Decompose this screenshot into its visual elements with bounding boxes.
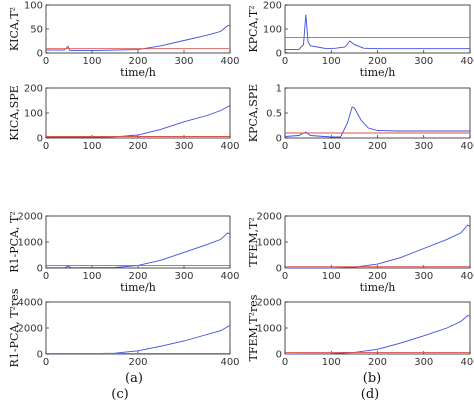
x-tick-label: 300 xyxy=(174,271,193,282)
y-tick-label: 0.5 xyxy=(266,109,282,120)
y-tick-label: 1000 xyxy=(257,324,282,335)
x-tick-label: 200 xyxy=(128,141,147,152)
panel-frame-4 xyxy=(45,215,231,269)
x-tick-label: 0 xyxy=(282,271,288,282)
y-tick-label: 0 xyxy=(276,264,282,275)
y-tick-label: 100 xyxy=(263,25,282,36)
x-tick-label: 100 xyxy=(322,56,341,67)
y-tick-label: 0 xyxy=(37,264,43,275)
y-axis-label: KPCA,SPE xyxy=(247,84,260,142)
panel-frame-7 xyxy=(284,301,471,355)
x-tick-label: 400 xyxy=(460,141,474,152)
y-tick-label: 0 xyxy=(37,350,43,361)
caption-d: (d) xyxy=(361,387,379,402)
x-tick-label: 0 xyxy=(282,141,288,152)
x-tick-label: 0 xyxy=(43,357,49,368)
x-axis-label: time/h xyxy=(360,66,396,79)
y-tick-label: 4000 xyxy=(18,298,43,309)
x-tick-label: 0 xyxy=(43,271,49,282)
y-tick-label: 0 xyxy=(276,49,282,60)
y-tick-label: 100 xyxy=(24,1,43,12)
y-tick-label: 2000 xyxy=(18,324,43,335)
x-tick-label: 300 xyxy=(174,56,193,67)
y-tick-label: 0 xyxy=(276,350,282,361)
x-tick-label: 300 xyxy=(174,141,193,152)
y-tick-label: 0 xyxy=(37,49,43,60)
panel-frame-0 xyxy=(45,4,231,54)
x-tick-label: 100 xyxy=(82,141,101,152)
x-tick-label: 100 xyxy=(322,271,341,282)
series-line-7 xyxy=(284,314,471,355)
x-tick-label: 400 xyxy=(220,357,239,368)
x-tick-label: 400 xyxy=(460,56,474,67)
panel-frame-6 xyxy=(284,215,471,269)
caption-b: (b) xyxy=(363,371,381,386)
x-tick-label: 100 xyxy=(322,357,341,368)
x-tick-label: 300 xyxy=(414,357,433,368)
y-tick-label: 2000 xyxy=(18,212,43,223)
y-tick-label: 1 xyxy=(276,84,282,95)
x-tick-label: 200 xyxy=(368,271,387,282)
y-tick-label: 1000 xyxy=(257,238,282,249)
x-tick-label: 0 xyxy=(43,56,49,67)
y-axis-label: TFEM,T²res xyxy=(247,294,260,361)
series-line-3 xyxy=(284,106,470,138)
series-line-2 xyxy=(285,14,470,50)
x-axis-label: time/h xyxy=(360,281,396,294)
x-tick-label: 300 xyxy=(414,141,433,152)
panel-frame-5 xyxy=(45,301,231,355)
x-tick-label: 200 xyxy=(368,141,387,152)
x-tick-label: 100 xyxy=(322,141,341,152)
y-axis-label: KPCA,T² xyxy=(247,5,260,52)
series-line-1 xyxy=(45,105,231,138)
x-tick-label: 400 xyxy=(460,357,474,368)
x-tick-label: 400 xyxy=(220,141,239,152)
x-tick-label: 200 xyxy=(368,357,387,368)
y-tick-label: 0 xyxy=(37,134,43,145)
x-tick-label: 400 xyxy=(220,56,239,67)
x-tick-label: 100 xyxy=(82,271,101,282)
x-axis-label: time/h xyxy=(120,66,156,79)
panel-frame-1 xyxy=(45,87,231,139)
x-tick-label: 400 xyxy=(220,271,239,282)
y-tick-label: 2000 xyxy=(257,212,282,223)
x-tick-label: 200 xyxy=(128,56,147,67)
y-axis-label: TFEM,T² xyxy=(247,217,260,267)
x-axis-label: time/h xyxy=(120,281,156,294)
y-tick-label: 50 xyxy=(30,25,43,36)
x-tick-label: 300 xyxy=(414,271,433,282)
x-tick-label: 100 xyxy=(82,56,101,67)
x-tick-label: 200 xyxy=(128,357,147,368)
y-tick-label: 100 xyxy=(24,109,43,120)
caption-c: (c) xyxy=(111,387,128,402)
x-tick-label: 0 xyxy=(43,141,49,152)
y-axis-label: KICA,SPE xyxy=(8,85,21,140)
caption-a: (a) xyxy=(125,371,143,386)
x-tick-label: 400 xyxy=(460,271,474,282)
x-tick-label: 300 xyxy=(414,56,433,67)
y-tick-label: 2000 xyxy=(257,298,282,309)
y-axis-label: R1-PCA, T²res xyxy=(8,288,21,367)
y-tick-label: 200 xyxy=(24,84,43,95)
x-tick-label: 200 xyxy=(368,56,387,67)
y-axis-label: R1-PCA, T² xyxy=(8,211,21,273)
series-line-6 xyxy=(285,224,471,269)
y-axis-label: KICA,T² xyxy=(8,7,21,51)
x-tick-label: 200 xyxy=(128,271,147,282)
series-line-0 xyxy=(46,25,230,52)
y-tick-label: 200 xyxy=(263,1,282,12)
y-tick-label: 1000 xyxy=(18,238,43,249)
x-tick-label: 0 xyxy=(282,56,288,67)
series-line-4 xyxy=(46,232,231,269)
y-tick-label: 0 xyxy=(276,134,282,145)
x-tick-label: 0 xyxy=(282,357,288,368)
series-line-5 xyxy=(45,325,231,355)
